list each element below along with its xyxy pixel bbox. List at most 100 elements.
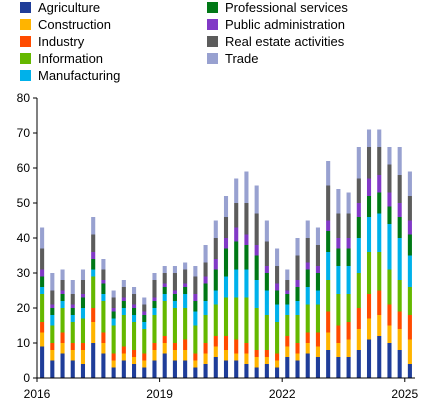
- bar-segment: [264, 273, 269, 291]
- bar-segment: [397, 329, 402, 350]
- bar-segment: [183, 350, 188, 361]
- bar-segment: [183, 287, 188, 294]
- bar-segment: [377, 213, 382, 252]
- bar-segment: [315, 290, 320, 305]
- bar-segment: [275, 283, 280, 291]
- bar-segment: [234, 269, 239, 298]
- bar-segment: [356, 217, 361, 238]
- bar-segment: [407, 315, 412, 340]
- bar-segment: [70, 304, 75, 308]
- legend-label: Information: [38, 51, 103, 66]
- bar-segment: [111, 325, 116, 354]
- bar-segment: [101, 283, 106, 294]
- bar-segment: [172, 294, 177, 301]
- bar-segment: [366, 178, 372, 196]
- bar-segment: [326, 220, 331, 231]
- bar-segment: [366, 147, 372, 179]
- bar-segment: [285, 315, 290, 336]
- bar-segment: [40, 227, 45, 249]
- legend-label: Construction: [38, 17, 111, 32]
- bar-segment: [264, 350, 269, 357]
- bar-segment: [80, 294, 86, 298]
- bar-segment: [336, 357, 341, 378]
- bar-segment: [326, 231, 331, 252]
- bar-segment: [91, 322, 96, 343]
- y-tick-label: 70: [17, 126, 31, 140]
- legend-swatch: [20, 19, 31, 30]
- bar-segment: [142, 360, 147, 368]
- bar-segment: [50, 325, 55, 343]
- bar-segment: [234, 360, 239, 378]
- bar-segment: [275, 304, 280, 322]
- bar-segment: [50, 343, 55, 350]
- bar-segment: [203, 353, 208, 364]
- bar-segment: [162, 336, 167, 343]
- bar-segment: [193, 367, 198, 378]
- bar-segment: [223, 248, 229, 277]
- bar-segment: [234, 241, 239, 270]
- bar-segment: [111, 290, 116, 298]
- bar-segment: [50, 304, 55, 308]
- bar-segment: [111, 297, 116, 308]
- bar-segment: [50, 350, 55, 361]
- bar-segment: [264, 241, 269, 266]
- bar-segment: [213, 269, 218, 291]
- bar-segment: [315, 245, 320, 266]
- bar-segment: [193, 353, 198, 361]
- bar-segment: [305, 269, 310, 287]
- bar-segment: [275, 248, 280, 266]
- bar-segment: [305, 287, 310, 305]
- bar-segment: [377, 336, 382, 378]
- bar-segment: [132, 315, 137, 322]
- bar-segment: [295, 301, 300, 315]
- bar-segment: [326, 350, 331, 378]
- bar-segment: [223, 336, 229, 350]
- y-tick-label: 60: [17, 161, 31, 175]
- bar-segment: [377, 290, 382, 315]
- bar-segment: [366, 252, 372, 294]
- legend-swatch: [20, 2, 31, 13]
- bar-segment: [203, 276, 208, 284]
- bar-segment: [91, 259, 96, 270]
- bar-segment: [152, 350, 157, 361]
- bar-segment: [172, 360, 177, 378]
- bar-segment: [346, 339, 351, 357]
- bar-segment: [285, 294, 290, 305]
- bar-segment: [60, 290, 65, 294]
- bar-segment: [193, 301, 198, 312]
- bar-segment: [305, 332, 310, 343]
- bar-segment: [315, 266, 320, 273]
- bar-segment: [152, 280, 157, 298]
- bar-segment: [80, 269, 86, 280]
- bar-segment: [254, 350, 259, 357]
- bar-segment: [132, 322, 137, 350]
- bar-segment: [346, 357, 351, 378]
- bar-segment: [326, 280, 331, 312]
- bar-segment: [183, 360, 188, 378]
- bar-segment: [132, 357, 137, 364]
- bar-segment: [193, 360, 198, 368]
- bar-segment: [407, 196, 412, 221]
- bar-segment: [407, 339, 412, 364]
- bar-segment: [91, 269, 96, 277]
- bar-segment: [285, 357, 290, 378]
- bar-segment: [387, 147, 392, 165]
- bar-segment: [80, 297, 86, 308]
- bar-segment: [366, 129, 372, 147]
- bar-segment: [244, 171, 249, 203]
- bar-segment: [254, 185, 259, 214]
- bar-segment: [40, 276, 45, 287]
- bar-segment: [121, 346, 126, 354]
- bar-segment: [162, 283, 167, 287]
- bar-segment: [244, 297, 249, 343]
- bar-segment: [397, 147, 402, 175]
- bar-segment: [223, 196, 229, 217]
- bar-segment: [285, 346, 290, 357]
- bar-segment: [346, 266, 351, 294]
- bar-segment: [203, 343, 208, 354]
- bar-segment: [91, 308, 96, 322]
- bar-segment: [101, 353, 106, 378]
- bar-segment: [356, 178, 361, 203]
- bar-segment: [336, 266, 341, 294]
- bar-segment: [91, 217, 96, 235]
